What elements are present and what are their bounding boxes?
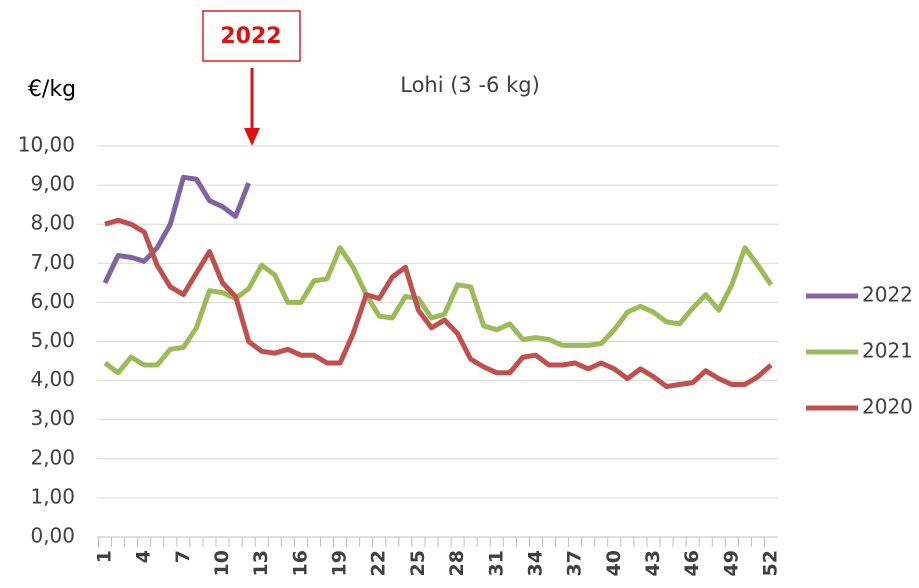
y-tick-label: 2,00: [30, 445, 75, 469]
x-tick-label: 10: [211, 550, 233, 576]
series-line: [103, 245, 774, 376]
x-tick-label: 16: [289, 550, 311, 576]
x-tick-label: 43: [642, 550, 664, 576]
y-tick-label: 8,00: [30, 211, 75, 235]
annotation-arrowhead: [244, 128, 260, 146]
y-tick-label: 10,00: [18, 133, 75, 157]
series-line: [104, 217, 773, 389]
annotation-box: [202, 10, 301, 62]
x-tick-label: 49: [720, 550, 742, 576]
x-tick-label: 7: [172, 550, 194, 563]
x-tick-label: 25: [407, 550, 429, 576]
y-axis-label: €/kg: [28, 77, 76, 102]
y-tick-label: 7,00: [30, 250, 75, 274]
x-tick-label: 28: [446, 550, 468, 576]
y-tick-label: 6,00: [30, 289, 75, 313]
x-tick-label: 22: [368, 550, 390, 576]
x-tick-label: 34: [524, 550, 546, 576]
y-tick-label: 1,00: [30, 484, 75, 508]
legend-label: 2022: [862, 283, 913, 307]
y-tick-label: 9,00: [30, 172, 75, 196]
x-tick-label: 31: [485, 550, 507, 576]
legend-label: 2020: [862, 395, 913, 419]
chart-title: Lohi (3 -6 kg): [400, 73, 540, 97]
x-tick-label: 19: [329, 550, 351, 576]
x-tick-label: 37: [564, 550, 586, 576]
legend-label: 2021: [862, 339, 913, 363]
x-tick-label: 1: [94, 550, 116, 563]
x-tick-label: 52: [760, 550, 782, 576]
y-tick-label: 3,00: [30, 406, 75, 430]
y-tick-label: 5,00: [30, 328, 75, 352]
x-tick-label: 13: [250, 550, 272, 576]
y-tick-label: 0,00: [30, 524, 75, 548]
annotation: 2022: [220, 24, 281, 49]
series-line: [102, 174, 251, 284]
x-tick-label: 46: [681, 550, 703, 576]
x-tick-label: 4: [133, 550, 155, 563]
y-tick-label: 4,00: [30, 367, 75, 391]
x-tick-label: 40: [603, 550, 625, 576]
